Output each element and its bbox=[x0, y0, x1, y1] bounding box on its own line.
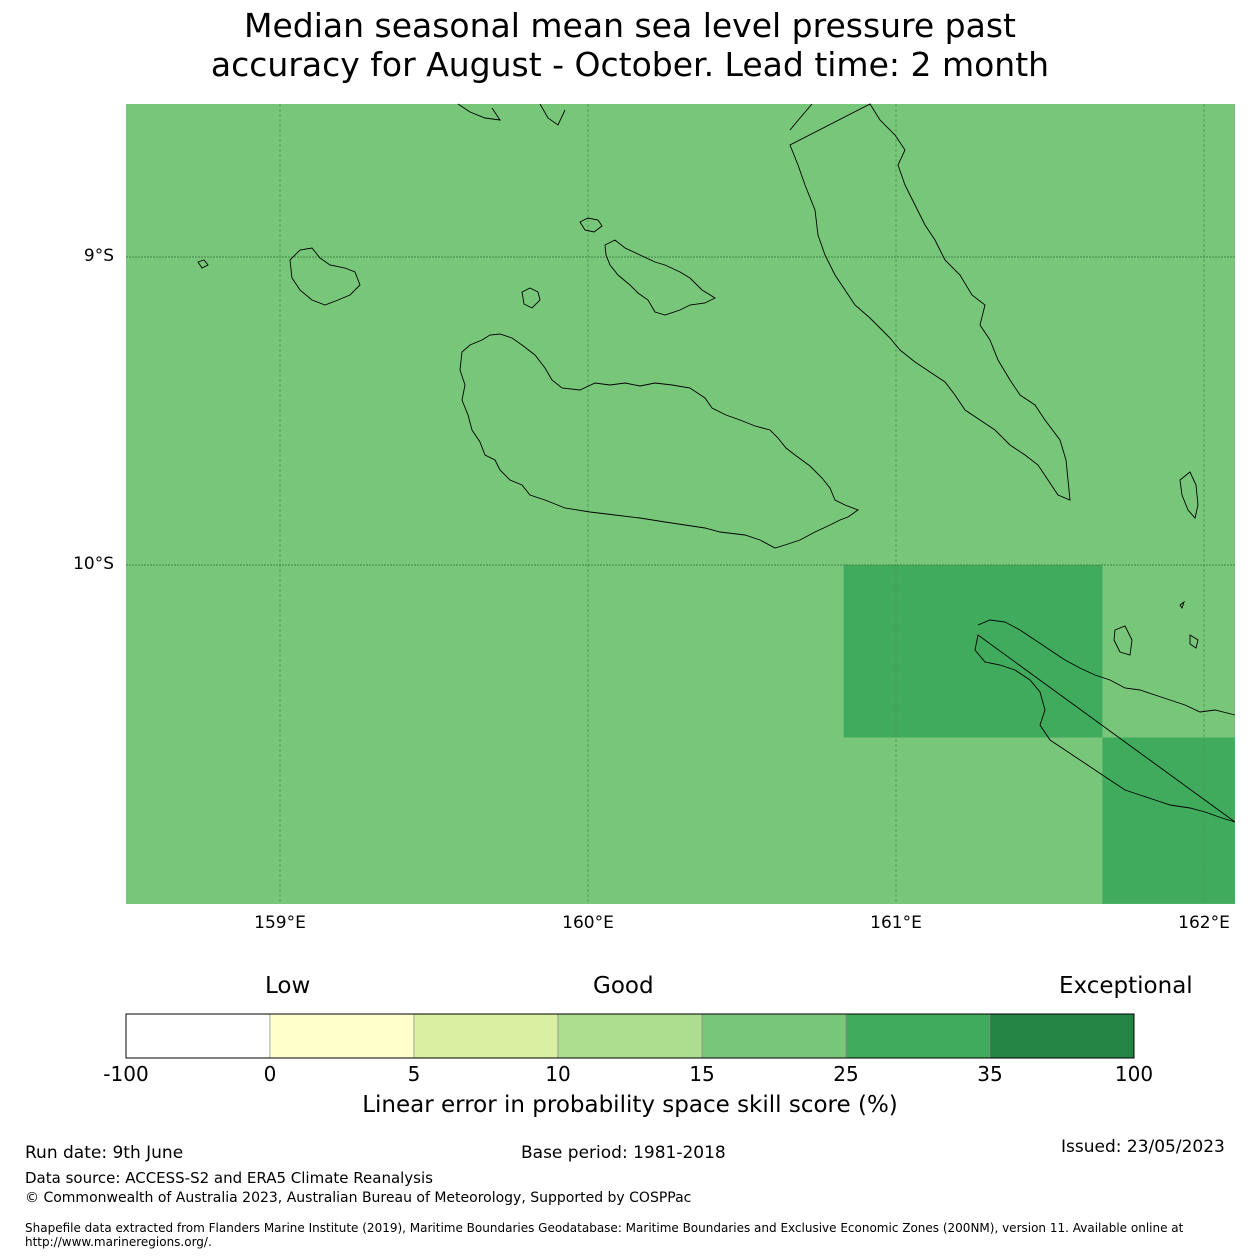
lon-label-159e: 159°E bbox=[254, 913, 306, 933]
data-source: Data source: ACCESS-S2 and ERA5 Climate … bbox=[25, 1169, 433, 1187]
coast-florida-islands bbox=[604, 239, 716, 316]
colorbar-tick: 10 bbox=[545, 1062, 571, 1086]
issued-date: Issued: 23/05/2023 bbox=[1061, 1137, 1225, 1157]
lon-label-161e: 161°E bbox=[870, 913, 922, 933]
map-title-line-1: Median seasonal mean sea level pressure … bbox=[244, 6, 1016, 45]
map-title-line-2: accuracy for August - October. Lead time… bbox=[210, 45, 1050, 84]
coast-malaita bbox=[789, 103, 1071, 501]
colorbar-title: Linear error in probability space skill … bbox=[362, 1092, 898, 1118]
lon-label-162e: 162°E bbox=[1178, 913, 1230, 933]
colorbar-tick: -100 bbox=[103, 1062, 149, 1086]
coast-ugi-island bbox=[1113, 625, 1133, 656]
skill-cell bbox=[843, 565, 1103, 738]
category-low: Low bbox=[265, 973, 311, 999]
colorbar-frame bbox=[125, 1013, 1135, 1059]
colorbar-tick: 35 bbox=[977, 1062, 1003, 1086]
run-date: Run date: 9th June bbox=[25, 1143, 184, 1163]
coast-small-island-b bbox=[521, 287, 541, 309]
colorbar-tick: 100 bbox=[1114, 1062, 1154, 1086]
coast-islet-se2 bbox=[1189, 634, 1199, 649]
coast-russell-islands bbox=[289, 247, 361, 306]
coast-islet-west bbox=[197, 259, 209, 269]
coast-islet-east bbox=[1179, 471, 1199, 519]
colorbar-segment bbox=[413, 1013, 559, 1059]
colorbar-segment bbox=[125, 1013, 271, 1059]
skill-cell bbox=[1102, 737, 1235, 904]
coast-savo-top bbox=[457, 103, 566, 126]
category-exceptional: Exceptional bbox=[1059, 973, 1193, 999]
colorbar-tick: 5 bbox=[407, 1062, 421, 1086]
colorbar-tick: 25 bbox=[833, 1062, 859, 1086]
coastlines bbox=[197, 103, 1236, 823]
coast-small-island-a bbox=[579, 217, 603, 233]
map-background bbox=[126, 104, 1235, 904]
coast-makira bbox=[974, 619, 1236, 823]
colorbar-segment bbox=[701, 1013, 847, 1059]
gridlines bbox=[126, 104, 1235, 904]
base-period: Base period: 1981-2018 bbox=[521, 1143, 726, 1163]
colorbar-segment bbox=[557, 1013, 703, 1059]
colorbar-segment bbox=[269, 1013, 415, 1059]
lat-label-10s: 10°S bbox=[73, 554, 114, 574]
lat-label-9s: 9°S bbox=[83, 246, 114, 266]
colorbar-tick: 0 bbox=[263, 1062, 277, 1086]
lon-label-160e: 160°E bbox=[562, 913, 614, 933]
coast-guadalcanal bbox=[459, 333, 859, 549]
colorbar-tick: 15 bbox=[689, 1062, 715, 1086]
skill-cells bbox=[843, 565, 1235, 904]
category-good: Good bbox=[593, 973, 654, 999]
copyright: © Commonwealth of Australia 2023, Austra… bbox=[25, 1190, 692, 1206]
coast-islet-se1 bbox=[1179, 600, 1185, 610]
shapefile-credit: Shapefile data extracted from Flanders M… bbox=[25, 1221, 1184, 1249]
colorbar bbox=[125, 1013, 1135, 1059]
colorbar-segment bbox=[845, 1013, 991, 1059]
colorbar-segment bbox=[989, 1013, 1135, 1059]
